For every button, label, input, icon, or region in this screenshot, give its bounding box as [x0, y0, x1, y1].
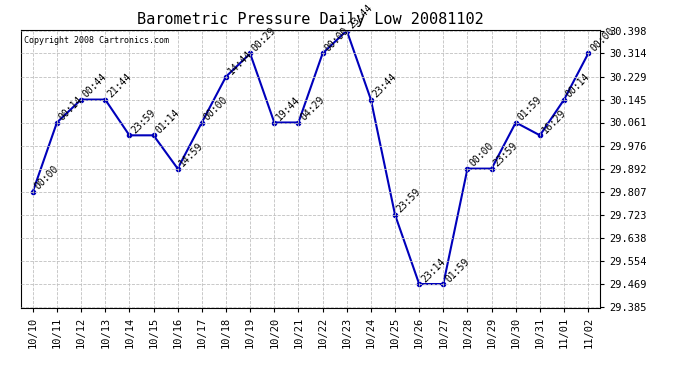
Text: 04:29: 04:29: [298, 94, 326, 123]
Text: 23:44: 23:44: [371, 72, 399, 100]
Title: Barometric Pressure Daily Low 20081102: Barometric Pressure Daily Low 20081102: [137, 12, 484, 27]
Text: 01:14: 01:14: [153, 108, 181, 135]
Text: 00:00: 00:00: [588, 26, 616, 54]
Text: 14:44: 14:44: [226, 49, 254, 76]
Text: 23:14: 23:14: [419, 256, 447, 284]
Text: 14:59: 14:59: [177, 141, 206, 169]
Text: 00:14: 00:14: [57, 94, 85, 123]
Text: 00:44: 00:44: [81, 72, 109, 100]
Text: 16:29: 16:29: [540, 108, 568, 135]
Text: 23:59: 23:59: [395, 187, 423, 215]
Text: 19:44: 19:44: [274, 94, 302, 123]
Text: 23:59: 23:59: [491, 141, 520, 169]
Text: 00:14: 00:14: [564, 72, 592, 100]
Text: 00:00: 00:00: [467, 141, 495, 169]
Text: 01:59: 01:59: [443, 256, 471, 284]
Text: 21:44: 21:44: [105, 72, 133, 100]
Text: 00:29: 00:29: [250, 26, 278, 54]
Text: Copyright 2008 Cartronics.com: Copyright 2008 Cartronics.com: [23, 36, 168, 45]
Text: 01:59: 01:59: [515, 94, 544, 123]
Text: 23:44: 23:44: [346, 3, 375, 30]
Text: 00:00: 00:00: [322, 26, 351, 54]
Text: 00:00: 00:00: [201, 94, 230, 123]
Text: 23:59: 23:59: [129, 108, 157, 135]
Text: 00:00: 00:00: [33, 164, 61, 192]
